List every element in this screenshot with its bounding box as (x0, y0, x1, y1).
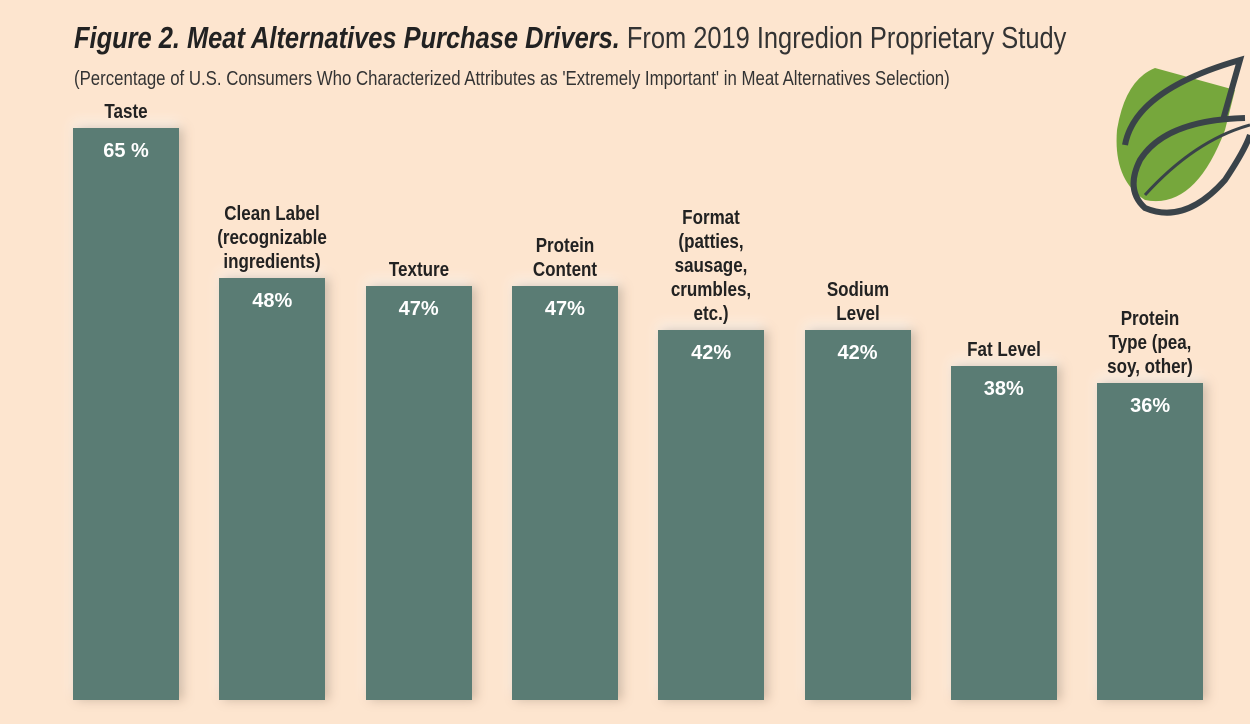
data-label: 36% (1130, 395, 1171, 418)
bar (365, 286, 472, 700)
category-label-line: Clean Label (224, 202, 321, 225)
category-label-line: Content (532, 259, 597, 282)
category-label-line: Protein (1120, 308, 1180, 331)
category-label-line: Taste (104, 101, 148, 123)
bar (73, 128, 179, 700)
chart-subtitle: (Percentage of U.S. Consumers Who Charac… (74, 68, 950, 90)
category-label-line: Fat Level (966, 338, 1041, 361)
leaf-icon (1116, 55, 1250, 216)
category-label-line: Format (682, 207, 740, 230)
chart-title: Figure 2. Meat Alternatives Purchase Dri… (74, 20, 1066, 56)
bar (658, 330, 765, 700)
category-label: Texture (346, 258, 492, 282)
category-label: Sodium Level (785, 278, 931, 326)
data-label: 65 % (103, 140, 149, 162)
data-label: 42% (691, 342, 732, 365)
category-label: Clean Label (recognizable ingredients) (199, 202, 345, 274)
category-label-line: crumbles, (671, 279, 752, 302)
category-label-line: Type (pea, (1108, 332, 1192, 355)
category-label: Protein Content (492, 234, 638, 282)
bar (950, 365, 1057, 700)
bar (1097, 383, 1204, 700)
category-label-line: soy, other) (1107, 356, 1193, 379)
category-label: Taste (53, 100, 199, 124)
category-label: Fat Level (931, 338, 1077, 362)
data-label: 47% (398, 298, 439, 321)
category-label: Format (patties, sausage, crumbles, etc.) (638, 206, 784, 326)
category-label-line: Sodium (826, 279, 889, 302)
category-label-line: Level (835, 303, 880, 326)
data-label: 48% (252, 289, 293, 312)
title-bold: Figure 2. Meat Alternatives Purchase Dri… (74, 20, 620, 55)
bar (511, 286, 618, 700)
category-label-line: Texture (388, 259, 449, 282)
category-label-line: etc.) (693, 303, 729, 326)
category-label-line: Protein (535, 235, 595, 258)
bar (804, 330, 911, 700)
bar (219, 277, 326, 700)
data-label: 47% (544, 298, 585, 321)
category-label-line: (recognizable (217, 226, 328, 249)
category-label: Protein Type (pea, soy, other) (1077, 307, 1223, 379)
category-label-line: (patties, (678, 231, 744, 254)
category-label-line: sausage, (674, 255, 748, 278)
category-label-line: ingredients) (223, 250, 321, 273)
data-label: 38% (983, 377, 1024, 400)
title-regular: From 2019 Ingredion Proprietary Study (619, 20, 1067, 55)
data-label: 42% (837, 342, 878, 365)
